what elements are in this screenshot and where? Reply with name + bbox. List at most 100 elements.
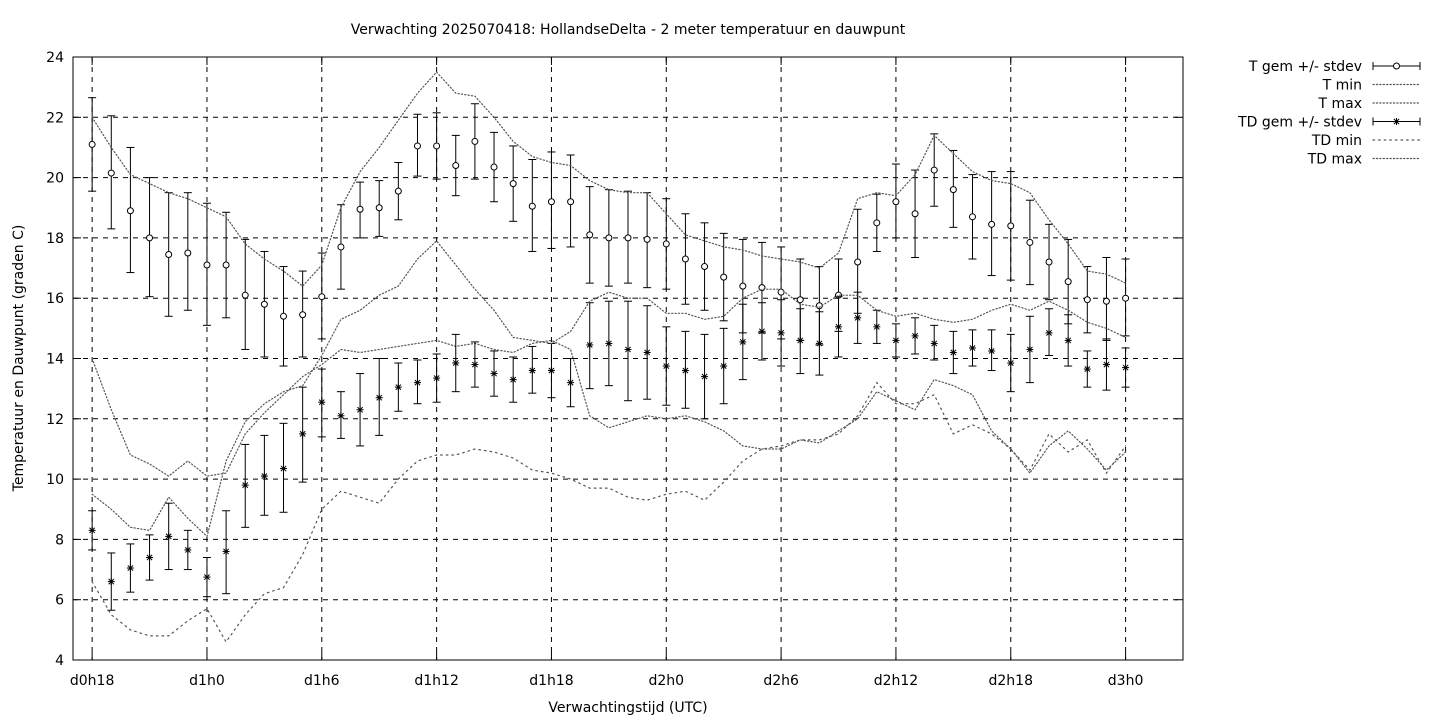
x-tick-label: d2h6 <box>763 673 799 689</box>
legend-item-5: TD max <box>1307 152 1421 168</box>
data-point <box>452 162 460 170</box>
x-tick-label: d2h12 <box>874 673 918 689</box>
data-point <box>701 373 709 381</box>
y-tick-label: 22 <box>46 110 64 126</box>
data-point <box>968 213 976 221</box>
data-point <box>260 300 268 308</box>
legend-label: TD max <box>1307 152 1362 168</box>
data-point <box>203 573 211 581</box>
data-point <box>337 243 345 251</box>
data-point <box>605 339 613 347</box>
data-point <box>777 329 785 337</box>
data-point <box>1045 258 1053 266</box>
series-line <box>91 240 1127 538</box>
legend-item-0: T gem +/- stdev <box>1248 59 1421 75</box>
y-tick-label: 14 <box>46 352 64 368</box>
x-tick-label: d1h0 <box>189 673 225 689</box>
data-point <box>203 261 211 269</box>
series-4 <box>91 381 1127 644</box>
data-point <box>1083 296 1091 304</box>
data-point <box>280 312 288 320</box>
data-point <box>1064 336 1072 344</box>
data-point <box>413 379 421 387</box>
legend-marker <box>1393 118 1400 125</box>
data-point <box>1102 297 1110 305</box>
data-point <box>624 345 632 353</box>
data-point <box>835 323 843 331</box>
data-point <box>624 234 632 242</box>
data-point <box>854 314 862 322</box>
data-point <box>165 532 173 540</box>
data-point <box>586 341 594 349</box>
data-point <box>605 234 613 242</box>
legend-label: T gem +/- stdev <box>1248 59 1362 75</box>
data-point <box>681 367 689 375</box>
data-point <box>375 204 383 212</box>
data-point <box>547 198 555 206</box>
series-0 <box>88 97 1130 367</box>
data-point <box>490 163 498 171</box>
data-point <box>433 374 441 382</box>
data-point <box>126 564 134 572</box>
data-point <box>1007 359 1015 367</box>
data-point <box>375 394 383 402</box>
data-point <box>1122 294 1130 302</box>
data-point <box>758 327 766 335</box>
data-point <box>796 336 804 344</box>
series-layer <box>88 71 1130 644</box>
y-tick-label: 8 <box>55 532 64 548</box>
data-point <box>471 137 479 145</box>
data-point <box>528 367 536 375</box>
series-line <box>91 339 1127 477</box>
data-point <box>241 481 249 489</box>
data-point <box>88 140 96 148</box>
data-point <box>88 526 96 534</box>
series-line <box>91 381 1127 644</box>
chart-title: Verwachting 2025070418: HollandseDelta -… <box>351 22 906 38</box>
series-3 <box>88 291 1130 611</box>
data-point <box>394 187 402 195</box>
y-tick-label: 20 <box>46 171 64 187</box>
data-point <box>107 578 115 586</box>
data-point <box>873 219 881 227</box>
legend-marker <box>1393 62 1400 70</box>
y-tick-label: 16 <box>46 291 64 307</box>
x-tick-label: d2h18 <box>989 673 1033 689</box>
y-tick-label: 10 <box>46 472 64 488</box>
data-point <box>1007 222 1015 230</box>
data-point <box>662 240 670 248</box>
data-point <box>1026 238 1034 246</box>
data-point <box>988 347 996 355</box>
legend-label: TD gem +/- stdev <box>1237 115 1362 131</box>
data-point <box>586 231 594 239</box>
data-point <box>911 210 919 218</box>
series-1 <box>91 339 1127 477</box>
data-point <box>930 339 938 347</box>
data-point <box>260 472 268 480</box>
data-point <box>413 142 421 150</box>
x-tick-label: d1h18 <box>529 673 573 689</box>
data-point <box>681 255 689 263</box>
x-tick-label: d2h0 <box>648 673 684 689</box>
legend-item-1: T min <box>1322 78 1421 94</box>
data-point <box>433 142 441 150</box>
data-point <box>471 361 479 369</box>
data-point <box>184 249 192 257</box>
series-2 <box>91 71 1127 287</box>
data-point <box>528 202 536 210</box>
data-point <box>509 376 517 384</box>
data-point <box>1083 365 1091 373</box>
series-line <box>91 71 1127 287</box>
data-point <box>184 546 192 554</box>
data-point <box>547 367 555 375</box>
data-point <box>777 288 785 296</box>
data-point <box>720 362 728 370</box>
y-tick-label: 6 <box>55 593 64 609</box>
data-point <box>1026 345 1034 353</box>
data-point <box>222 547 230 555</box>
data-point <box>892 336 900 344</box>
data-point <box>126 207 134 215</box>
legend-label: TD min <box>1311 133 1362 149</box>
x-tick-label: d1h6 <box>304 673 340 689</box>
data-point <box>146 553 154 561</box>
